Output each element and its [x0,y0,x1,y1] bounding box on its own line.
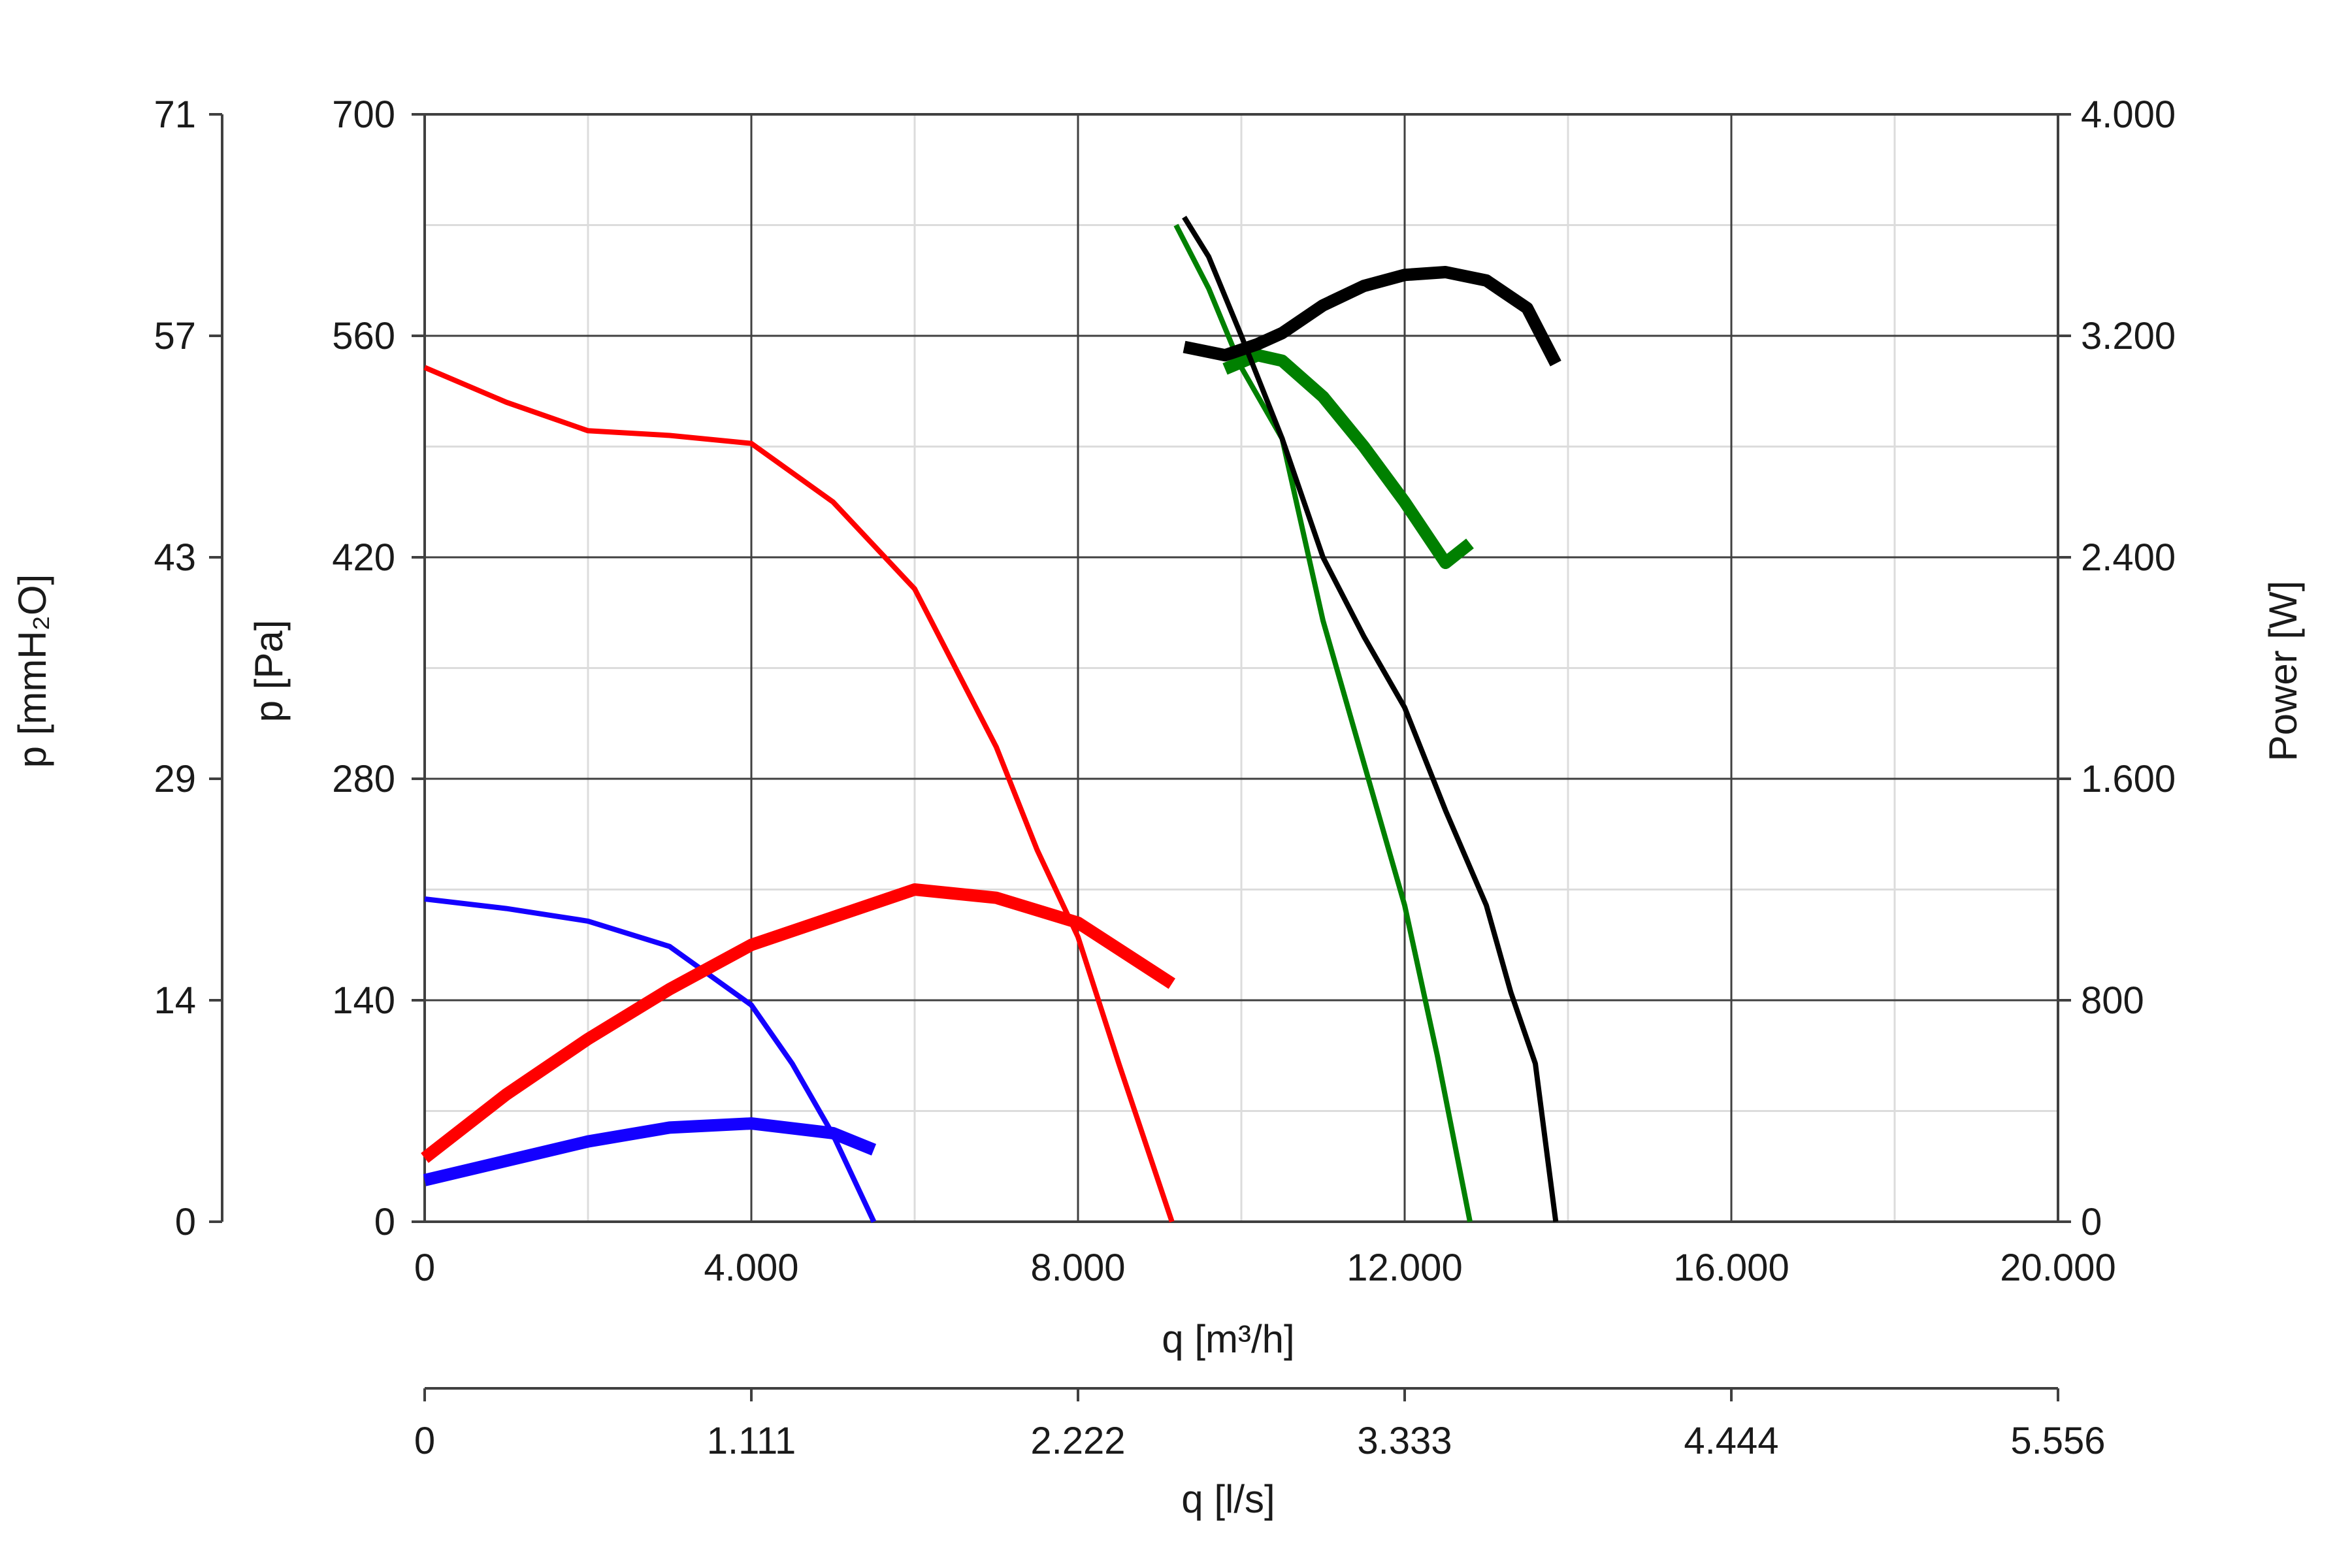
y-tick-label: 700 [332,93,395,136]
y-tick-label: 420 [332,536,395,579]
x-tick-label: 0 [414,1247,435,1289]
plot-border [423,113,2059,1223]
y-tick-label: 280 [332,758,395,800]
axes [209,113,2071,1401]
outer-y-tick-label: 14 [154,979,196,1022]
y-tick-label: 560 [332,315,395,357]
power-curve-7 [1183,266,1561,367]
outer-y-tick-label: 43 [154,536,196,579]
x2-tick-label: 3.333 [1357,1420,1452,1462]
x-tick-label: 8.000 [1030,1247,1125,1289]
y-tick-label: 140 [332,979,395,1022]
y2-tick-label: 4.000 [2081,93,2176,136]
x-tick-label: 20.000 [2000,1247,2115,1289]
x-tick-label: 4.000 [704,1247,798,1289]
y2-tick-label: 2.400 [2081,536,2176,579]
outer-y-tick-label: 71 [154,93,196,136]
x2-tick-label: 1.111 [707,1420,796,1462]
y-outer-axis-title: p [mmH₂O] [10,574,54,768]
y2-tick-label: 800 [2081,979,2144,1022]
y2-tick-label: 1.600 [2081,758,2176,800]
y2-axis-title: Power [W] [2261,581,2305,762]
x-tick-label: 12.000 [1347,1247,1462,1289]
y2-tick-label: 3.200 [2081,315,2176,357]
y2-tick-label: 0 [2081,1201,2102,1243]
outer-y-tick-label: 0 [175,1201,196,1243]
pressure-curve-6 [1182,216,1559,1222]
x2-axis-title: q [l/s] [1181,1477,1275,1521]
curves [421,216,1561,1223]
pressure-curve-2 [423,365,1175,1223]
power-curve-3 [421,883,1175,1163]
power-curve-5 [1222,349,1474,569]
minor-grid [425,114,2058,1222]
power-curve-1 [423,1117,877,1186]
pressure-curve-4 [1173,223,1473,1222]
outer-y-tick-label: 57 [154,315,196,357]
x2-tick-label: 4.444 [1684,1420,1778,1462]
x2-tick-label: 2.222 [1030,1420,1125,1462]
pressure-curve-0 [424,896,877,1223]
y-tick-label: 0 [374,1201,395,1243]
x-axis-title: q [m³/h] [1162,1317,1294,1361]
x-tick-label: 16.000 [1673,1247,1789,1289]
y-axis-title: p [Pa] [247,620,291,723]
x2-tick-label: 5.556 [2010,1420,2105,1462]
x2-tick-label: 0 [414,1420,435,1462]
outer-y-tick-label: 29 [154,758,196,800]
major-grid [423,113,2059,1223]
tick-labels: 0 140 280 420 560 700 0 14 29 43 57 71 0 800 1.600 2.40… [154,93,2176,1462]
